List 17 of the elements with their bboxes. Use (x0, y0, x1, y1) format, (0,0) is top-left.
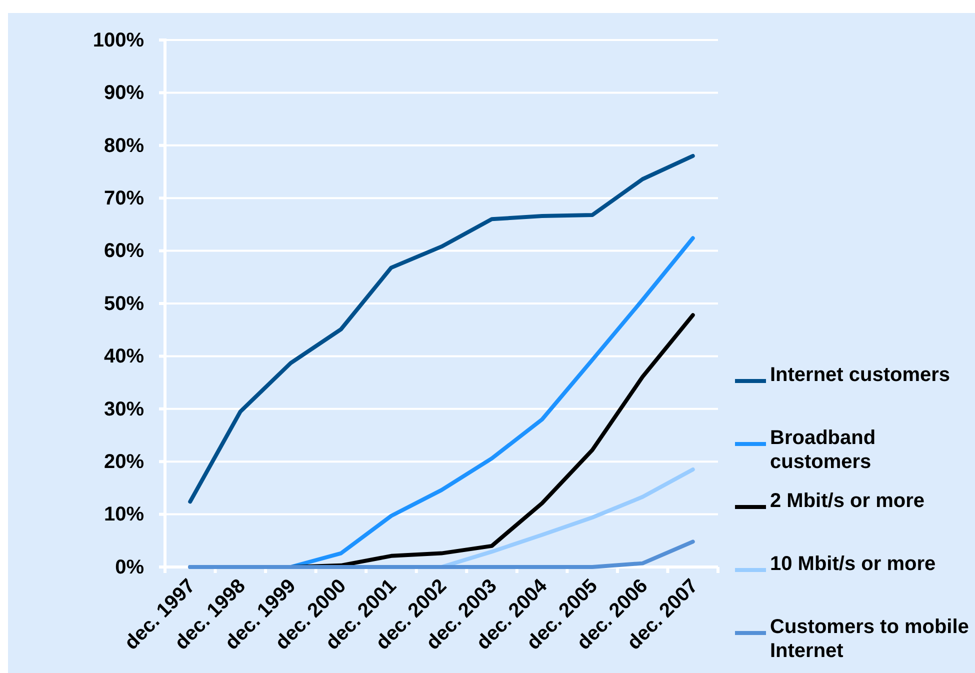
y-tick-label: 20% (104, 451, 144, 473)
y-tick-label: 90% (104, 82, 144, 104)
y-tick-label: 30% (104, 398, 144, 420)
line-series (188, 154, 695, 504)
y-tick-label: 100% (92, 29, 144, 52)
y-tick-label: 0% (115, 556, 144, 578)
y-tick-label: 60% (104, 240, 144, 262)
y-tick-label: 40% (104, 346, 144, 368)
legend-label: Customers to mobile Internet (770, 616, 969, 662)
y-tick-label: 80% (104, 134, 144, 157)
legend-label: Broadband customers (770, 427, 876, 473)
legend-label: Internet customers (770, 364, 950, 386)
y-tick-label: 50% (104, 292, 144, 315)
legend-label: 2 Mbit/s or more (770, 490, 924, 512)
y-tick-label: 10% (104, 504, 144, 526)
y-tick-label: 70% (104, 188, 144, 210)
legend-label: 10 Mbit/s or more (770, 553, 936, 575)
